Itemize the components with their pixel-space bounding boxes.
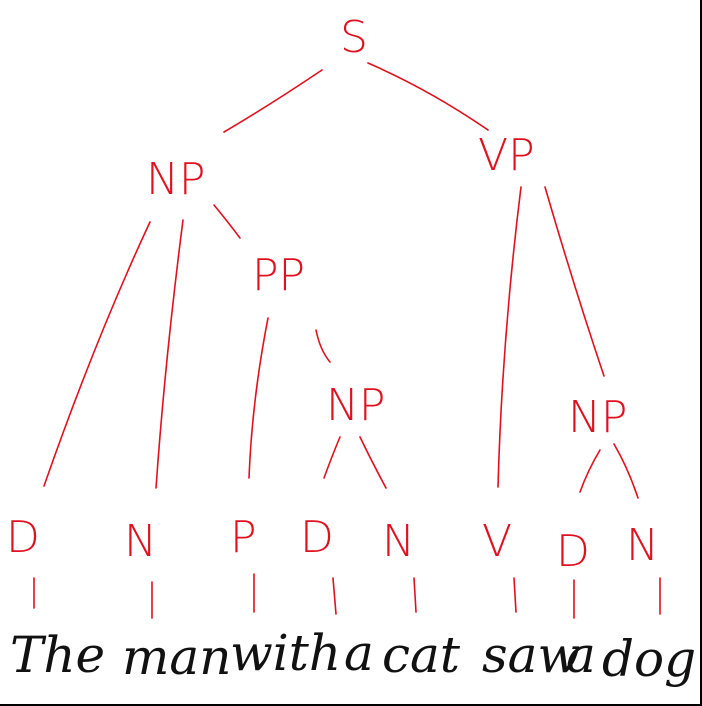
word-with: with: [230, 624, 341, 682]
word-a-1: a: [344, 624, 374, 682]
edge-np3-n: [613, 443, 639, 499]
edge-v1-word: [513, 577, 517, 613]
word-a-2: a: [566, 626, 596, 684]
edge-np-d: [43, 221, 151, 487]
edge-np3-d: [579, 449, 601, 493]
edge-vp-v: [497, 186, 522, 488]
edge-np2-d: [323, 436, 341, 479]
word-cat: cat: [382, 626, 461, 684]
node-np-2: NP: [326, 380, 385, 431]
edge-pp-p: [248, 317, 269, 479]
edge-n2-word: [413, 577, 417, 613]
node-p-1: P: [230, 512, 257, 563]
node-vp: VP: [478, 130, 535, 181]
edge-np2-n: [359, 436, 387, 489]
tree-edges: [33, 62, 661, 619]
word-dog: dog: [602, 630, 696, 688]
node-d-3: D: [556, 526, 590, 577]
word-man: man: [122, 628, 231, 686]
node-n-1: N: [124, 516, 157, 567]
node-d-1: D: [6, 512, 40, 563]
word-the: The: [10, 626, 105, 684]
edge-pp-np: [315, 329, 331, 363]
node-n-3: N: [626, 520, 659, 571]
sentence: The man with a cat saw a dog: [10, 624, 696, 688]
edge-np-pp: [213, 204, 241, 239]
node-pp: PP: [252, 250, 305, 301]
edge-np-n: [155, 219, 184, 489]
node-s: S: [340, 12, 368, 63]
tree-nodes: S NP VP PP NP NP D N P D N V D N: [6, 12, 659, 577]
node-np: NP: [146, 154, 205, 205]
node-np-3: NP: [568, 392, 627, 443]
edge-d2-word: [332, 577, 337, 615]
node-n-2: N: [382, 516, 415, 567]
edge-vp-np: [544, 186, 605, 377]
edge-s-vp: [367, 62, 489, 131]
node-d-2: D: [300, 512, 334, 563]
edge-s-np: [223, 69, 323, 133]
node-v-1: V: [482, 516, 512, 567]
word-saw: saw: [482, 626, 580, 684]
